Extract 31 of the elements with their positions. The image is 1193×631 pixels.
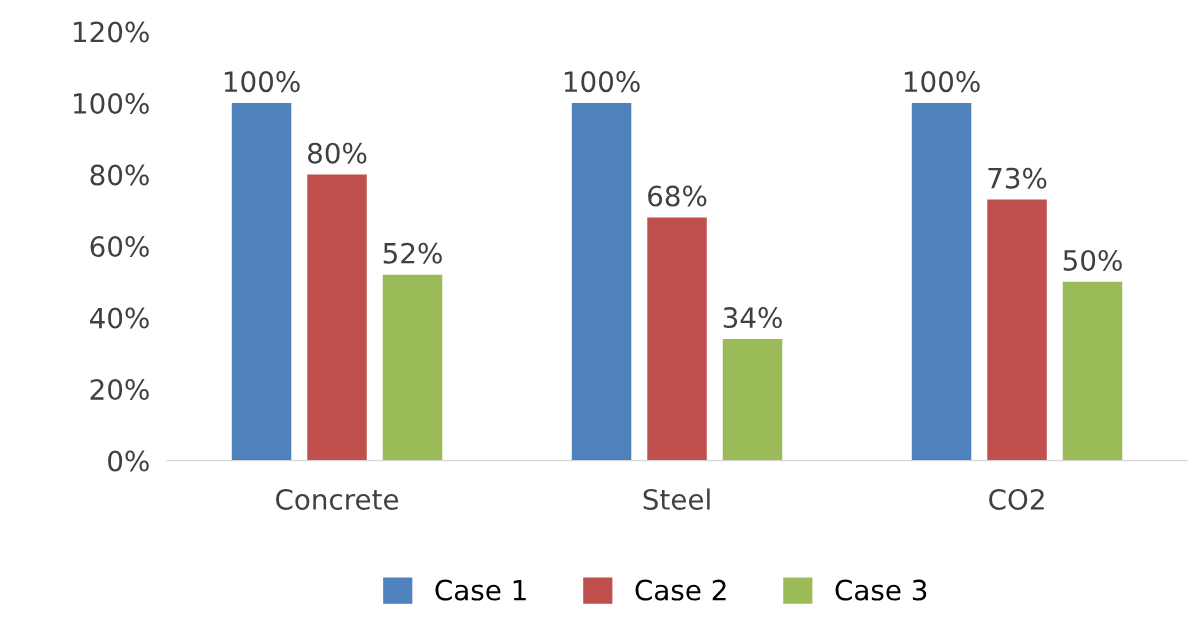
- y-tick-label: 100%: [73, 93, 149, 115]
- legend-label: Case 3: [835, 579, 927, 601]
- bar: [1062, 281, 1123, 461]
- y-tick-label: 0%: [108, 450, 149, 472]
- y-tick-label: 40%: [89, 307, 149, 329]
- x-tick-label: CO2: [989, 488, 1044, 510]
- bar: [571, 103, 632, 461]
- data-label: 68%: [648, 185, 707, 207]
- bar: [231, 103, 292, 461]
- data-label: 80%: [308, 142, 367, 164]
- bar: [987, 199, 1047, 461]
- y-tick-label: 20%: [90, 379, 149, 401]
- data-label: 100%: [224, 71, 300, 93]
- data-label: 73%: [988, 167, 1047, 189]
- x-tick-label: Concrete: [276, 488, 399, 510]
- data-label: 100%: [564, 71, 640, 93]
- x-tick-label: Steel: [643, 488, 710, 510]
- data-label: 34%: [723, 307, 782, 329]
- data-label: 52%: [383, 242, 442, 264]
- legend-label: Case 2: [635, 579, 726, 601]
- data-label: 50%: [1063, 249, 1122, 271]
- y-tick-label: 80%: [90, 164, 149, 186]
- data-label: 100%: [904, 71, 980, 93]
- legend-label: Case 1: [435, 579, 526, 601]
- bar: [382, 274, 443, 461]
- bar: [911, 103, 972, 461]
- bar: [722, 339, 783, 461]
- y-tick-label: 120%: [73, 21, 149, 43]
- bar: [647, 217, 707, 461]
- y-tick-label: 60%: [90, 236, 149, 258]
- bar: [307, 174, 367, 461]
